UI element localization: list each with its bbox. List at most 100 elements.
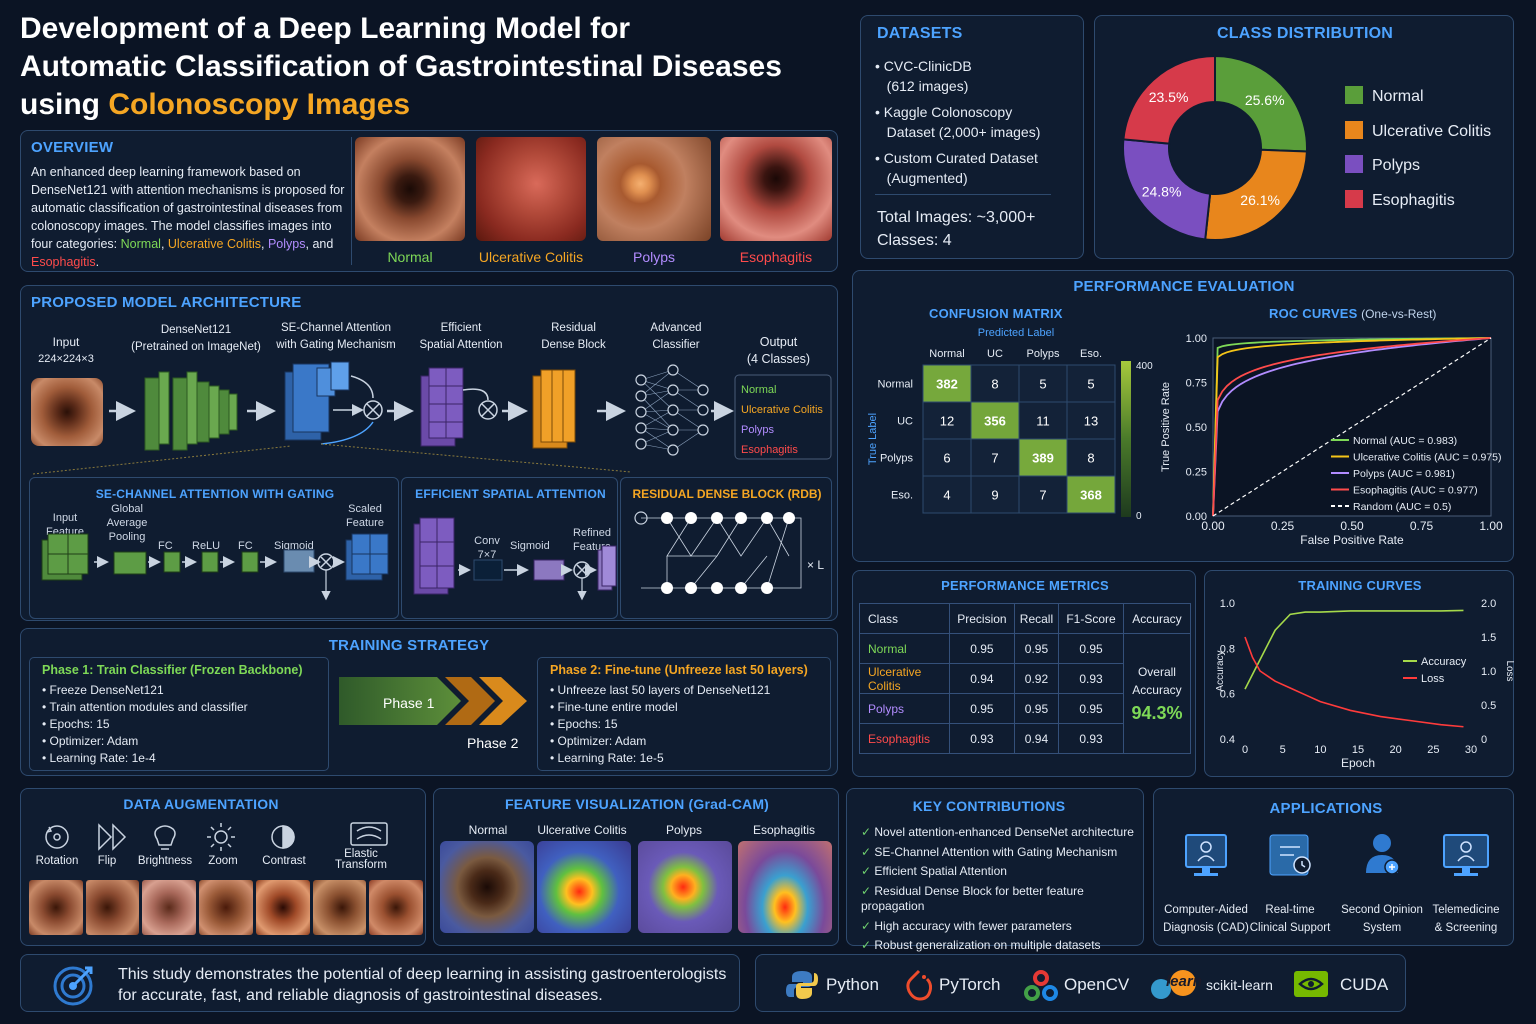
metrics-class: Esophagitis [859,723,950,754]
overview-class-uc: Ulcerative Colitis [167,237,261,251]
spatial-sub: Spatial Attention [419,339,503,351]
dataset-size: (Augmented) [886,170,968,186]
input-image [31,378,103,446]
tc-x-tick: 20 [1390,744,1402,756]
input-label: Input 224×224×3 [21,334,111,368]
se-block [284,361,383,445]
confusion-pred-label: Predicted Label [977,327,1055,339]
app-label-l2: Clinical Support [1249,922,1331,934]
confusion-cell [970,401,1020,440]
confusion-value: 382 [936,377,958,392]
datasets-panel: DATASETS • CVC-ClinicDB (612 images) • K… [860,15,1084,259]
metrics-row: Normal 0.95 0.95 0.95 Overall Accuracy 94.… [859,633,1192,754]
aug-label-flip: Flip [97,855,117,867]
phase-arrows [339,677,527,725]
overview-period: . [95,255,100,269]
legend-swatch [1345,189,1363,208]
confusion-value: 13 [1084,414,1098,429]
aug-label-brightness: Brightness [137,855,193,867]
overview-text-body: An enhanced deep learning framework base… [31,165,345,251]
metrics-value: 0.95 [949,693,1015,724]
architecture-heading: PROPOSED MODEL ARCHITECTURE [31,294,302,311]
legend-normal: Normal [1345,80,1491,115]
augmentation-icons [45,822,388,851]
augmented-image [142,880,197,935]
confusion-cell [1066,438,1116,477]
rdb-label: Residual Dense Block [526,320,621,354]
app-label-l2: System [1362,922,1402,934]
classifier-sub: Classifier [652,339,700,351]
class-distribution-heading: CLASS DISTRIBUTION [1216,25,1394,42]
phase2-item: Unfreeze last 50 layers of DenseNet121 [550,684,771,697]
legend-swatch [1345,155,1363,173]
opencv-icon [1024,970,1058,1001]
se-gap-l3: Pooling [108,531,146,543]
rdb-sub: Dense Block [541,339,606,351]
phase2-title: Phase 2: Fine-tune (Unfreeze last 50 lay… [550,663,808,677]
spatial-label: Efficient Spatial Attention [411,320,511,354]
metrics-table: Class Precision Recall F1-Score Accuracy… [859,603,1192,754]
confusion-value: 7 [1039,488,1046,503]
confusion-value: 12 [940,414,954,429]
metrics-value: 0.94 [1013,723,1060,754]
sa-conv-l2: 7×7 [477,549,497,561]
colorbar-min: 0 [1136,511,1142,522]
sa-conv-l1: Conv [474,535,500,547]
legend-esophagitis: Esophagitis [1345,184,1491,219]
metrics-value: 0.95 [1013,693,1060,724]
pytorch-icon [906,969,932,1001]
input-size: 224×224×3 [38,353,94,365]
confusion-cell [922,364,972,403]
roc-chart: 0.00 0.25 0.50 0.75 1.00 0.00 0.25 0.50 0.75 1.00… [1160,333,1503,547]
conclusion-line-2: for accurate, fast, and reliable diagnos… [118,987,603,1004]
contribution-item: Residual Dense Block for better feature … [861,884,1143,915]
performance-heading: PERFORMANCE EVALUATION [1073,278,1295,295]
output-box [734,374,832,460]
phase1-item: Train attention modules and classifier [42,701,247,714]
roc-heading: ROC CURVES (One-vs-Rest) [1269,306,1436,321]
title-line-3a: using [20,88,109,121]
output-classes: Normal Ulcerative Colitis Polyps Esophag… [741,380,823,460]
se-name: SE-Channel Attention [281,322,391,334]
confusion-col-label: UC [987,348,1003,360]
roc-y-label: True Positive Rate [1160,382,1172,472]
tc-x-tick: 10 [1314,744,1326,756]
confusion-cell [970,364,1020,403]
gradcam-label-normal: Normal [468,823,508,837]
confusion-row-label: Polyps [880,453,914,465]
title-line-2: Automatic Classification of Gastrointest… [20,50,782,83]
roc-legend-label: Esophagitis (AUC = 0.977) [1353,485,1478,497]
confusion-cell [922,475,972,514]
output-class-esophagitis: Esophagitis [741,444,798,456]
dataset-size: (612 images) [886,78,969,94]
roc-y-tick: 0.75 [1186,378,1207,390]
legend-swatch [1345,120,1363,139]
gradcam-image-normal [440,841,534,933]
metrics-col-header: Accuracy [1122,603,1192,634]
metrics-value: 0.93 [1058,663,1124,694]
metrics-value: 0.95 [1058,693,1124,724]
metrics-col-header: Class [859,603,950,634]
metrics-value: 0.94 [949,663,1015,694]
confusion-value: 5 [1087,377,1094,392]
tc-y-tick-left: 1.0 [1220,598,1235,610]
contribution-item: SE-Channel Attention with Gating Mechani… [861,845,1143,861]
metrics-class: Polyps [859,693,950,724]
contributions-panel: KEY CONTRIBUTIONS Novel attention-enhanc… [846,788,1144,952]
phase2-item: Learning Rate: 1e-5 [550,752,770,765]
confusion-cell [1066,364,1116,403]
app-label-l1: Real-time [1265,904,1315,916]
tc-y-tick-right: 1.0 [1481,666,1496,678]
confusion-heading: CONFUSION MATRIX [929,306,1063,321]
endoscopy-image-esophagitis [720,137,832,241]
aug-label-elastic: Elastic Transform [331,848,391,871]
training-strategy-panel: TRAINING STRATEGY Phase 1: Train Classif… [20,628,838,776]
rdb-detail-heading: RESIDUAL DENSE BLOCK (RDB) [632,487,822,501]
roc-x-tick: 1.00 [1479,519,1503,533]
title-line-1: Development of a Deep Learning Model for [20,12,631,45]
rdb-detail-diagram [634,511,802,594]
phase1-item: Optimizer: Adam [42,735,248,748]
contribution-item: Efficient Spatial Attention [861,864,1143,880]
classifier-name: Advanced [650,322,702,334]
overall-l1: Overall [1137,665,1176,679]
